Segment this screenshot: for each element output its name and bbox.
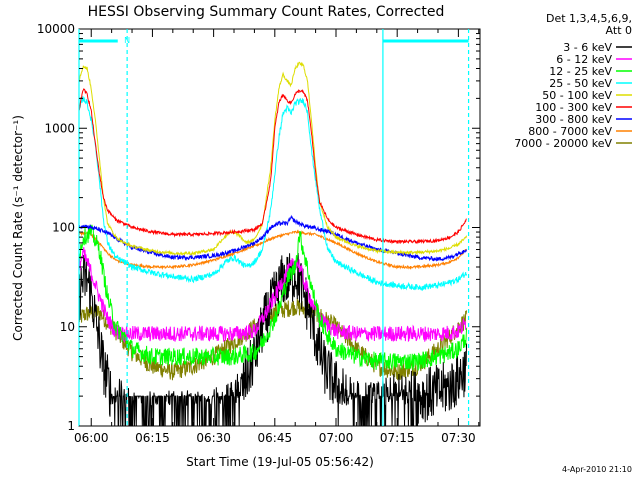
x-tick-label: 07:00 [319,431,354,445]
series-line-100-300-kev [79,88,467,245]
y-tick-label: 1000 [44,121,75,135]
timestamp-label: 4-Apr-2010 21:10 [562,465,632,474]
legend-label: 3 - 6 keV [563,41,612,54]
x-tick-label: 07:15 [380,431,415,445]
x-tick-label: 07:30 [441,431,476,445]
y-axis-label: Corrected Count Rate (s⁻¹ detector⁻¹) [11,115,25,341]
series-line-25-50-kev [79,96,468,292]
legend-label: 7000 - 20000 keV [514,137,612,150]
x-axis-label: Start Time (19-Jul-05 05:56:42) [186,455,374,469]
y-tick-label: 1 [67,419,75,433]
x-axis: 06:00 06:15 06:30 06:45 07:00 07:15 07:30 [74,29,480,445]
chart-title: HESSI Observing Summary Count Rates, Cor… [88,4,445,20]
x-tick-label: 06:15 [135,431,170,445]
legend-label: 300 - 800 keV [535,113,612,126]
x-tick-label: 06:45 [258,431,293,445]
series-line-50-100-kev [79,61,468,256]
series-line-800-7000-kev [79,229,467,270]
plot-area [79,61,468,426]
legend-label: 800 - 7000 keV [528,125,612,138]
legend-label: 25 - 50 keV [549,77,612,90]
legend-label: 50 - 100 keV [542,89,612,102]
series-line-12-25-kev [79,224,468,371]
y-tick-label: 10 [60,320,75,334]
y-tick-label: 100 [52,221,75,235]
x-tick-label: 06:30 [196,431,231,445]
x-tick-label: 06:00 [74,431,109,445]
legend-label: 12 - 25 keV [549,65,612,78]
legend-header: Att 0 [606,24,632,37]
y-axis: 1 10 100 1000 10000 [37,22,480,433]
cyan-marker-n: N [124,36,130,45]
series-line-6-12-kev [79,247,468,344]
y-tick-label: 10000 [37,22,75,36]
legend-header: Det 1,3,4,5,6,9, [546,12,632,25]
series-line-3-6-kev [79,252,468,426]
legend-label: 100 - 300 keV [535,101,612,114]
legend-label: 6 - 12 keV [556,53,612,66]
